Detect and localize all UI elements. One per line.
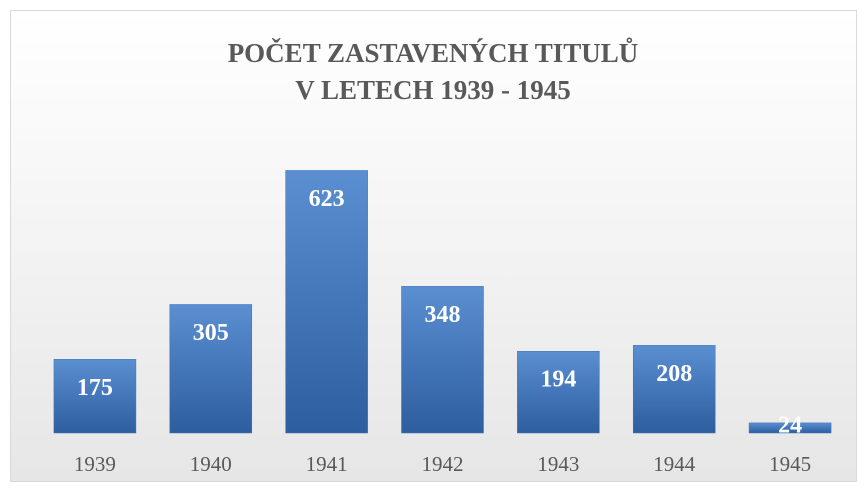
data-label: 194 [540, 367, 576, 393]
data-label: 348 [425, 302, 461, 328]
bar [632, 345, 716, 434]
x-tick-label: 1944 [653, 452, 696, 476]
data-label: 305 [193, 320, 229, 346]
data-label: 175 [77, 375, 113, 401]
chart-title: V LETECH 1939 - 1945 [295, 75, 571, 105]
bar [517, 350, 600, 434]
bar [169, 304, 253, 434]
bar [748, 422, 832, 434]
data-label: 208 [656, 361, 692, 387]
x-tick-label: 1943 [537, 452, 579, 476]
data-label: 623 [309, 186, 345, 212]
data-label: 24 [778, 413, 802, 439]
x-tick-label: 1940 [190, 452, 232, 476]
bar [401, 286, 484, 434]
x-tick-label: 1941 [306, 452, 348, 476]
x-tick-label: 1945 [769, 452, 811, 476]
x-tick-label: 1939 [74, 452, 116, 476]
chart-title: POČET ZASTAVENÝCH TITULŮ [228, 37, 639, 68]
bar [285, 170, 368, 434]
x-tick-label: 1942 [422, 452, 464, 476]
bar [53, 359, 137, 434]
